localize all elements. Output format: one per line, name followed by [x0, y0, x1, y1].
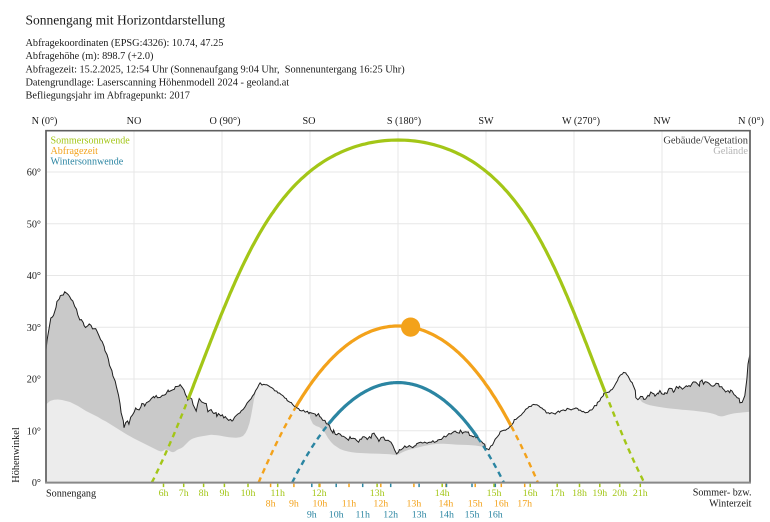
- svg-text:12h: 12h: [383, 509, 398, 520]
- svg-text:30°: 30°: [27, 323, 41, 334]
- svg-text:21h: 21h: [633, 488, 648, 499]
- svg-text:60°: 60°: [27, 168, 41, 179]
- svg-text:9h: 9h: [219, 488, 229, 499]
- svg-text:Höhenwinkel: Höhenwinkel: [11, 427, 22, 483]
- svg-text:7h: 7h: [179, 488, 189, 499]
- svg-text:11h: 11h: [270, 488, 285, 499]
- svg-text:20h: 20h: [612, 488, 627, 499]
- svg-text:Befliegungsjahr im Abfragepunk: Befliegungsjahr im Abfragepunkt: 2017: [26, 91, 190, 102]
- svg-text:Abfragezeit: 15.2.2025, 12:54: Abfragezeit: 15.2.2025, 12:54 Uhr (Sonne…: [26, 64, 405, 75]
- svg-text:18h: 18h: [572, 488, 587, 499]
- svg-text:9h: 9h: [289, 499, 299, 510]
- svg-text:Winterzeit: Winterzeit: [709, 499, 752, 510]
- svg-text:15h: 15h: [468, 499, 483, 510]
- svg-text:Gelände: Gelände: [713, 146, 748, 157]
- svg-text:NO: NO: [127, 116, 142, 127]
- svg-text:17h: 17h: [550, 488, 565, 499]
- svg-text:40°: 40°: [27, 271, 41, 282]
- svg-text:8h: 8h: [266, 499, 276, 510]
- svg-text:Abfragehöhe (m): 898.7 (+2.0): Abfragehöhe (m): 898.7 (+2.0): [26, 51, 154, 62]
- svg-text:13h: 13h: [370, 488, 385, 499]
- svg-text:Datengrundlage: Laserscanning: Datengrundlage: Laserscanning Höhenmodel…: [26, 78, 290, 89]
- svg-text:N (0°): N (0°): [32, 116, 58, 127]
- svg-text:15h: 15h: [487, 488, 502, 499]
- svg-text:SW: SW: [478, 116, 494, 127]
- svg-text:N (0°): N (0°): [738, 116, 764, 127]
- svg-text:14h: 14h: [435, 488, 450, 499]
- svg-text:NW: NW: [654, 116, 671, 127]
- svg-text:Gebäude/Vegetation: Gebäude/Vegetation: [663, 136, 748, 147]
- svg-text:14h: 14h: [439, 509, 454, 520]
- svg-text:Wintersonnwende: Wintersonnwende: [51, 156, 124, 167]
- svg-text:20°: 20°: [27, 375, 41, 386]
- svg-text:15h: 15h: [465, 509, 480, 520]
- svg-text:10h: 10h: [312, 499, 327, 510]
- svg-text:9h: 9h: [307, 509, 317, 520]
- svg-text:Abfragekoordinaten (EPSG:4326): Abfragekoordinaten (EPSG:4326): 10.74, 4…: [26, 38, 224, 49]
- svg-text:13h: 13h: [412, 509, 427, 520]
- svg-text:16h: 16h: [494, 499, 509, 510]
- svg-text:10°: 10°: [27, 426, 41, 437]
- svg-text:Sonnengang: Sonnengang: [46, 488, 96, 499]
- svg-text:8h: 8h: [199, 488, 209, 499]
- svg-text:Sonnengang mit Horizontdarstel: Sonnengang mit Horizontdarstellung: [26, 13, 226, 28]
- svg-text:O (90°): O (90°): [210, 116, 241, 127]
- svg-text:12h: 12h: [373, 499, 388, 510]
- svg-text:6h: 6h: [159, 488, 169, 499]
- svg-text:10h: 10h: [241, 488, 256, 499]
- svg-text:17h: 17h: [517, 499, 532, 510]
- svg-text:11h: 11h: [355, 509, 370, 520]
- svg-text:11h: 11h: [342, 499, 357, 510]
- svg-text:W (270°): W (270°): [562, 116, 600, 127]
- svg-text:13h: 13h: [406, 499, 421, 510]
- svg-text:0°: 0°: [32, 478, 41, 489]
- svg-text:Abfragezeit: Abfragezeit: [51, 146, 99, 157]
- svg-text:16h: 16h: [523, 488, 538, 499]
- svg-text:Sommersonnwende: Sommersonnwende: [51, 136, 131, 147]
- svg-text:19h: 19h: [592, 488, 607, 499]
- svg-text:12h: 12h: [312, 488, 327, 499]
- svg-text:10h: 10h: [329, 509, 344, 520]
- svg-text:S (180°): S (180°): [387, 116, 421, 127]
- svg-text:16h: 16h: [488, 509, 503, 520]
- svg-text:14h: 14h: [438, 499, 453, 510]
- svg-text:SO: SO: [302, 116, 315, 127]
- svg-text:50°: 50°: [27, 219, 41, 230]
- svg-text:Sommer- bzw.: Sommer- bzw.: [693, 488, 752, 499]
